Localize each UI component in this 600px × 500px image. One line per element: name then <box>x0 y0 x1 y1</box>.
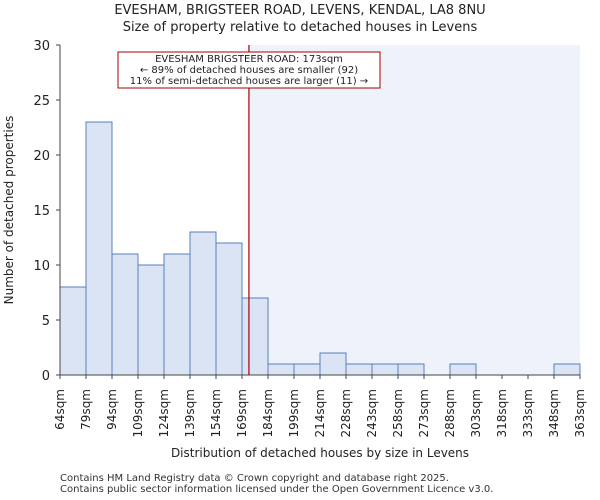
x-tick-label: 243sqm <box>365 389 379 437</box>
x-tick-label: 79sqm <box>79 389 93 430</box>
x-tick-label: 109sqm <box>131 389 145 437</box>
shaded-region <box>248 45 580 375</box>
x-tick-label: 303sqm <box>469 389 483 437</box>
x-tick-label: 184sqm <box>261 389 275 437</box>
histogram-bar <box>189 231 217 376</box>
x-axis-label: Distribution of detached houses by size … <box>171 446 469 460</box>
y-tick-label: 10 <box>33 259 50 274</box>
histogram-bar <box>241 297 269 376</box>
histogram-bar <box>111 253 139 376</box>
annotation-box <box>117 51 381 89</box>
x-tick-label: 199sqm <box>287 389 301 437</box>
x-tick-label: 288sqm <box>443 389 457 437</box>
x-tick-label: 258sqm <box>391 389 405 437</box>
x-tick-label: 228sqm <box>339 389 353 437</box>
histogram-bar <box>553 363 581 376</box>
histogram-bar <box>371 363 399 376</box>
x-tick-label: 139sqm <box>183 389 197 437</box>
histogram-bar <box>293 363 321 376</box>
chart-title: EVESHAM, BRIGSTEER ROAD, LEVENS, KENDAL,… <box>114 3 486 18</box>
histogram-bar <box>449 363 477 376</box>
x-tick-label: 348sqm <box>547 389 561 437</box>
histogram-bar <box>397 363 425 376</box>
x-tick-label: 363sqm <box>573 389 587 437</box>
y-tick-label: 25 <box>33 94 50 109</box>
annotation-line-2: ← 89% of detached houses are smaller (92… <box>140 65 358 76</box>
x-tick-label: 64sqm <box>53 389 67 430</box>
histogram-bar <box>85 121 113 376</box>
y-tick-label: 0 <box>42 369 50 384</box>
y-tick-label: 15 <box>33 204 50 219</box>
chart-subtitle: Size of property relative to detached ho… <box>122 20 478 35</box>
footer-line-1: Contains HM Land Registry data © Crown c… <box>60 473 449 484</box>
y-tick-label: 30 <box>33 39 50 54</box>
histogram-bar <box>345 363 373 376</box>
x-tick-label: 273sqm <box>417 389 431 437</box>
histogram-bar <box>267 363 295 376</box>
y-axis-label: Number of detached properties <box>2 116 16 305</box>
histogram-bar <box>163 253 191 376</box>
x-tick-label: 214sqm <box>313 389 327 437</box>
histogram-bar <box>137 264 165 376</box>
y-tick-label: 5 <box>42 314 50 329</box>
histogram-bar <box>215 242 243 376</box>
y-tick-label: 20 <box>33 149 50 164</box>
x-tick-label: 333sqm <box>521 389 535 437</box>
histogram-bar <box>59 286 87 376</box>
histogram-bar <box>319 352 347 376</box>
footer-line-2: Contains public sector information licen… <box>60 484 494 495</box>
x-tick-label: 124sqm <box>157 389 171 437</box>
x-tick-label: 154sqm <box>209 389 223 437</box>
x-tick-label: 169sqm <box>235 389 249 437</box>
annotation-line-3: 11% of semi-detached houses are larger (… <box>130 76 368 87</box>
annotation-line-1: EVESHAM BRIGSTEER ROAD: 173sqm <box>155 54 343 65</box>
x-tick-label: 318sqm <box>495 389 509 437</box>
x-tick-label: 94sqm <box>105 389 119 430</box>
